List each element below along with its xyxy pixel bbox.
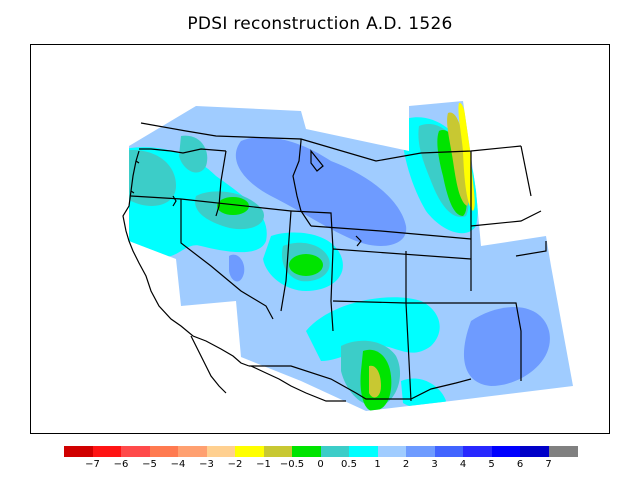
legend-swatch xyxy=(520,446,550,457)
pdsi-blue-north xyxy=(235,137,407,246)
legend-tick-label: 4 xyxy=(459,459,467,470)
pdsi-teal-idaho xyxy=(179,135,208,173)
baja xyxy=(190,335,227,394)
pdsi-cyan-newmexico-south xyxy=(401,378,446,409)
map-title: PDSI reconstruction A.D. 1526 xyxy=(187,14,453,34)
pdsi-blue-westnv xyxy=(229,254,245,282)
legend-swatch xyxy=(235,446,265,457)
border-nv-ut xyxy=(280,210,292,312)
legend-tick-label: −7 xyxy=(85,459,100,470)
map-frame xyxy=(30,44,610,434)
border-nv-ca xyxy=(180,199,274,320)
pdsi-dry-east xyxy=(447,112,469,206)
border-nm-tx xyxy=(471,302,522,381)
boundary-lines xyxy=(122,122,547,402)
legend-tick-label: 6 xyxy=(516,459,524,470)
pdsi-green-oregon xyxy=(217,197,249,215)
pdsi-dry-arizona xyxy=(369,365,381,398)
legend-swatch xyxy=(263,446,293,457)
border-4corners xyxy=(332,300,407,304)
border-or-ca xyxy=(130,195,182,200)
border-mexico xyxy=(249,365,472,400)
border-az-nm xyxy=(405,251,412,402)
utah-lake xyxy=(355,235,362,247)
legend-tick-label: 1 xyxy=(374,459,381,470)
legend-tick-label: −1 xyxy=(256,459,271,470)
legend-tick-label: −5 xyxy=(142,459,157,470)
legend-tick-label: 2 xyxy=(402,459,410,470)
legend-swatch xyxy=(178,446,208,457)
legend-swatch xyxy=(349,446,379,457)
legend-swatch xyxy=(149,446,179,457)
border-wa-or xyxy=(139,148,227,154)
legend-swatch xyxy=(64,446,94,457)
border-nd-sd xyxy=(470,210,542,227)
legend-tick-label: −6 xyxy=(113,459,129,470)
pdsi-field xyxy=(129,101,573,411)
border-east-1 xyxy=(515,241,547,257)
border-wy-co xyxy=(332,248,472,260)
legend-tick-label: 3 xyxy=(431,459,438,470)
legend-swatch xyxy=(434,446,464,457)
legend-swatch xyxy=(206,446,236,457)
legend-tick-label: −2 xyxy=(227,459,243,470)
border-nv-north xyxy=(180,198,292,212)
legend-swatch xyxy=(406,446,436,457)
legend-swatch xyxy=(92,446,122,457)
legend-tick-label: 0.5 xyxy=(341,459,357,470)
lake-tahoe xyxy=(172,195,177,207)
border-idaho-montana xyxy=(292,140,312,227)
border-mt-wy xyxy=(310,225,472,240)
legend-tick-label: −3 xyxy=(199,459,214,470)
legend-tick-label: 0 xyxy=(317,459,324,470)
border-ut-co xyxy=(330,248,334,332)
legend-swatch xyxy=(377,446,407,457)
legend-tick-label: −4 xyxy=(170,459,186,470)
legend-swatch xyxy=(320,446,350,457)
pdsi-map xyxy=(122,101,573,411)
legend-swatch xyxy=(463,446,493,457)
great-salt-lake xyxy=(310,149,324,172)
coast-detail-1 xyxy=(130,160,140,194)
pacific-coastline xyxy=(122,150,250,367)
legend-tick-label: −0.5 xyxy=(279,459,305,470)
border-idaho-west xyxy=(215,150,227,217)
legend-tick-label: 7 xyxy=(545,459,552,470)
gulf-of-california xyxy=(250,365,346,402)
legend-swatch xyxy=(548,446,578,457)
legend-swatch xyxy=(491,446,521,457)
legend-tick-label: 5 xyxy=(488,459,495,470)
canada-border xyxy=(140,122,522,162)
legend-swatch xyxy=(121,446,151,457)
legend-swatch xyxy=(292,446,322,457)
pdsi-blue-newmexico xyxy=(463,307,550,386)
border-east-2 xyxy=(520,145,532,197)
border-ut-wy xyxy=(290,210,334,250)
pdsi-green-utah xyxy=(289,254,323,276)
